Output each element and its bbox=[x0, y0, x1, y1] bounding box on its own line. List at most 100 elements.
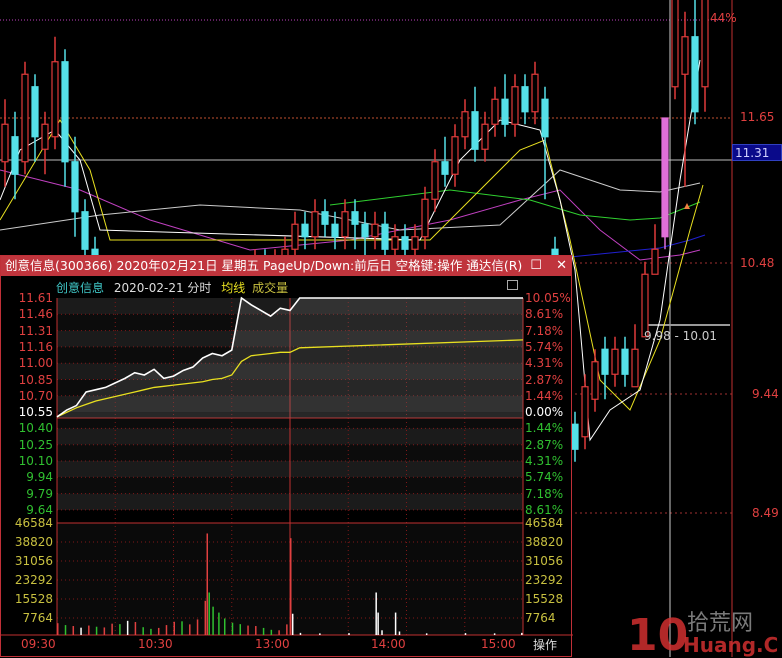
ma-line bbox=[0, 169, 701, 231]
candle-body bbox=[521, 86, 529, 113]
volume-bar bbox=[173, 621, 175, 635]
avg-price-line bbox=[56, 339, 524, 418]
volume-bar bbox=[425, 633, 428, 635]
operate-button[interactable]: 操作 bbox=[533, 638, 558, 652]
volume-bar bbox=[291, 613, 294, 635]
price-label: 10.40 bbox=[18, 421, 53, 436]
candle-body bbox=[581, 386, 589, 438]
candle-body bbox=[301, 223, 309, 238]
volume-label: 46584 bbox=[525, 516, 564, 530]
pct-label: 7.18% bbox=[525, 323, 564, 338]
volume-bar bbox=[119, 624, 121, 635]
candle-body bbox=[351, 211, 359, 225]
volume-bar bbox=[255, 626, 257, 635]
candle-body bbox=[511, 86, 519, 125]
volume-bar bbox=[126, 620, 129, 635]
candle-body bbox=[41, 123, 49, 150]
candle-body bbox=[71, 161, 79, 213]
volume-bar bbox=[95, 626, 98, 635]
pct-label: 4.31% bbox=[525, 454, 564, 468]
candle-body bbox=[571, 423, 579, 450]
volume-bar bbox=[394, 612, 397, 635]
restore-icon[interactable]: ☐ bbox=[530, 258, 542, 273]
volume-bar bbox=[521, 632, 523, 635]
candle-body bbox=[591, 361, 599, 400]
candle-body bbox=[431, 161, 439, 200]
pct-label: 10.05% bbox=[525, 291, 571, 305]
candle-body bbox=[411, 236, 419, 250]
volume-label: 23292 bbox=[14, 573, 53, 587]
pct-label: 0.00% bbox=[525, 405, 564, 420]
candle-body bbox=[441, 161, 449, 175]
ma-line bbox=[569, 234, 706, 258]
volume-bar bbox=[142, 627, 144, 635]
popup-titlebar[interactable]: 创意信息(300366) 2020年02月21日 星期五 PageUp/Down… bbox=[1, 256, 571, 276]
volume-bar bbox=[270, 629, 273, 635]
axis-label: 9.44 bbox=[752, 387, 779, 401]
pct-label: 7.18% bbox=[525, 486, 564, 501]
volume-bar bbox=[493, 633, 496, 635]
pct-label: 2.87% bbox=[525, 437, 564, 452]
price-label: 9.94 bbox=[26, 470, 53, 485]
volume-bar bbox=[231, 622, 234, 635]
candle-body bbox=[321, 211, 329, 225]
candle-body bbox=[391, 236, 399, 250]
volume-bar bbox=[348, 633, 350, 635]
candle-body bbox=[601, 348, 609, 375]
time-label: 10:30 bbox=[138, 637, 173, 651]
volume-bar bbox=[218, 612, 220, 635]
price-label: 10.70 bbox=[18, 388, 53, 403]
candle-body bbox=[691, 36, 699, 113]
volume-bar bbox=[247, 625, 249, 635]
ma-line bbox=[0, 59, 701, 442]
volume-bar bbox=[377, 612, 379, 635]
volume-label: 38820 bbox=[525, 535, 564, 549]
candle-body bbox=[1, 123, 9, 163]
price-label: 9.79 bbox=[26, 486, 53, 501]
candle-body bbox=[501, 98, 509, 125]
candle-body bbox=[701, 0, 709, 88]
volume-bar bbox=[150, 628, 152, 635]
volume-bar bbox=[72, 626, 75, 635]
close-icon[interactable]: ✕ bbox=[556, 258, 567, 273]
candle-body bbox=[531, 73, 539, 113]
volume-label: 15528 bbox=[14, 592, 53, 606]
price-line bbox=[56, 296, 523, 418]
last-price-badge: 11.31 bbox=[732, 144, 782, 161]
panel-toggle-icon[interactable] bbox=[507, 280, 518, 290]
price-label: 11.61 bbox=[18, 291, 53, 305]
volume-bar bbox=[286, 624, 288, 635]
pct-label: 4.31% bbox=[525, 356, 564, 371]
volume-bar bbox=[157, 627, 160, 635]
avg-line-label[interactable]: 均线 bbox=[221, 281, 246, 295]
volume-bar bbox=[223, 618, 226, 635]
volume-bar bbox=[165, 625, 168, 635]
range-label: 9.98 - 10.01 bbox=[644, 329, 718, 343]
price-label: 11.00 bbox=[18, 356, 53, 371]
volume-bar bbox=[319, 633, 321, 635]
volume-bar bbox=[103, 627, 106, 635]
candle-body bbox=[621, 348, 629, 375]
volume-bar bbox=[64, 625, 67, 635]
ma-line bbox=[0, 119, 704, 411]
price-label: 10.55 bbox=[18, 405, 53, 420]
candle-body bbox=[331, 223, 339, 238]
volume-bar bbox=[181, 621, 183, 635]
chart-header: 创意信息 2020-02-21 分时 均线 成交量 bbox=[56, 279, 294, 296]
volume-bar bbox=[299, 632, 302, 635]
candle-body bbox=[671, 0, 679, 88]
volume-bar bbox=[290, 538, 292, 635]
price-label: 10.25 bbox=[18, 437, 53, 452]
volume-bar bbox=[189, 624, 191, 635]
svg-text:Huang.CN: Huang.CN bbox=[683, 633, 780, 657]
candle-body bbox=[681, 36, 689, 75]
price-label: 9.64 bbox=[26, 502, 53, 517]
watermark-logo: 10 拾荒网 Huang.CN bbox=[627, 610, 780, 657]
volume-label[interactable]: 成交量 bbox=[252, 281, 289, 295]
candle-body bbox=[451, 136, 459, 175]
intraday-chart bbox=[1, 296, 573, 636]
volume-label: 7764 bbox=[22, 611, 53, 625]
axis-label: 10.48 bbox=[740, 256, 775, 270]
volume-label: 15528 bbox=[525, 592, 564, 606]
volume-bar bbox=[80, 627, 82, 635]
